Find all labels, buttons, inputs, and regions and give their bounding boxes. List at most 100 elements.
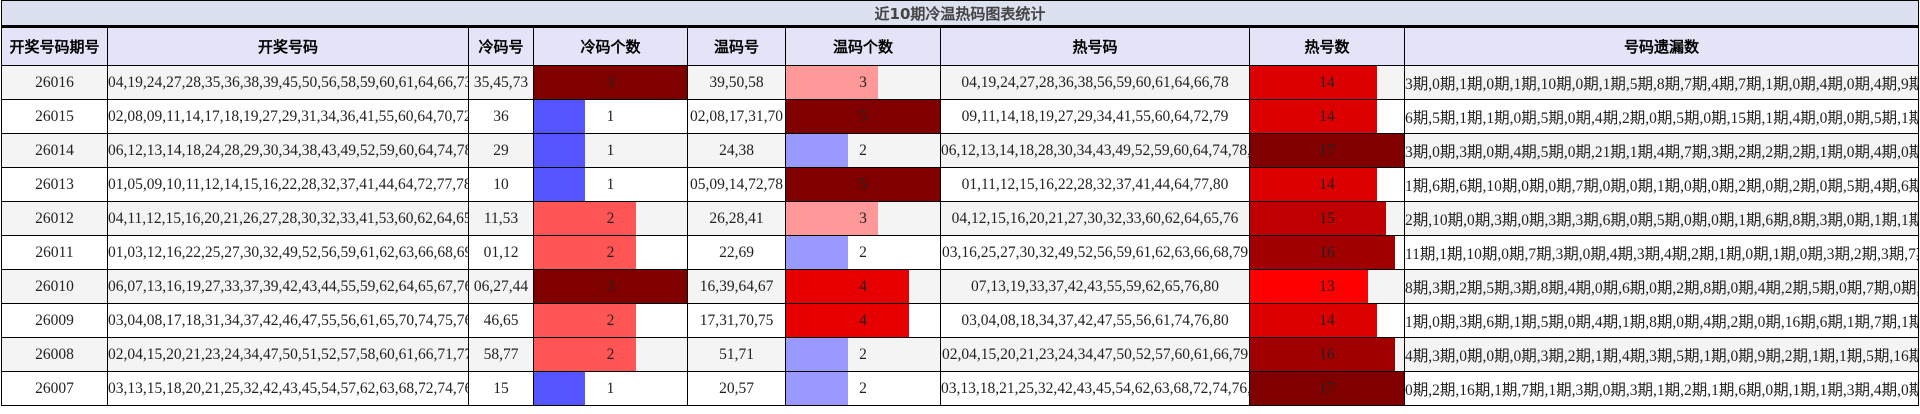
table-row: 26009 03,04,08,17,18,31,34,37,42,46,47,55… (1, 303, 1919, 338)
hot-numbers-cell: 04,12,15,16,20,21,27,30,32,33,60,62,64,6… (940, 201, 1250, 236)
numbers-cell: 01,03,12,16,22,25,27,30,32,49,52,56,59,6… (107, 235, 469, 270)
cold-count-value: 2 (606, 345, 615, 363)
warm-count-value: 4 (859, 277, 867, 295)
warm-count-bar (786, 100, 940, 133)
header-cold: 冷码号 (468, 26, 534, 66)
hot-count-bar (1250, 270, 1368, 303)
hot-numbers-cell: 02,04,15,20,21,23,24,34,47,50,52,57,60,6… (940, 337, 1250, 372)
warm-count-bar (786, 66, 879, 99)
cold-count: 1 (533, 133, 688, 168)
header-period: 开奖号码期号 (1, 26, 108, 66)
omission-cell: 1期,0期,3期,6期,1期,5期,0期,4期,1期,8期,0期,4期,2期,0… (1404, 303, 1919, 338)
cold-count: 1 (533, 167, 688, 202)
hot-count-value: 16 (1319, 345, 1335, 363)
cold-count-bar (534, 236, 636, 269)
numbers-cell: 03,04,08,17,18,31,34,37,42,46,47,55,56,6… (107, 303, 469, 338)
cold-numbers-cell: 01,12 (468, 235, 534, 270)
hot-count: 14 (1249, 65, 1405, 100)
hot-numbers-cell: 04,19,24,27,28,36,38,56,59,60,61,64,66,7… (940, 65, 1250, 100)
warm-numbers-cell: 39,50,58 (687, 65, 786, 100)
warm-numbers-cell: 02,08,17,31,70 (687, 99, 786, 134)
table-row: 26011 01,03,12,16,22,25,27,30,32,49,52,56… (1, 235, 1919, 270)
cold-count-bar (534, 134, 585, 167)
warm-numbers-cell: 20,57 (687, 371, 786, 406)
omission-cell: 6期,5期,1期,1期,0期,5期,0期,4期,2期,0期,5期,0期,15期,… (1404, 99, 1919, 134)
warm-count-value: 4 (859, 311, 867, 329)
period-cell: 26011 (1, 235, 108, 270)
numbers-cell: 02,04,15,20,21,23,24,34,47,50,51,52,57,5… (107, 337, 469, 372)
period-cell: 26014 (1, 133, 108, 168)
hot-numbers-cell: 03,16,25,27,30,32,49,52,56,59,61,62,63,6… (940, 235, 1250, 270)
numbers-cell: 06,12,13,14,18,24,28,29,30,34,38,43,49,5… (107, 133, 469, 168)
cold-count: 2 (533, 201, 688, 236)
table-row: 26014 06,12,13,14,18,24,28,29,30,34,38,43… (1, 133, 1919, 168)
warm-count-bar (786, 134, 848, 167)
hot-numbers-cell: 06,12,13,14,18,28,30,34,43,49,52,59,60,6… (940, 133, 1250, 168)
warm-count-value: 2 (859, 345, 867, 363)
hot-count-bar (1250, 66, 1377, 99)
warm-count-bar (786, 372, 848, 405)
hot-count-value: 14 (1319, 107, 1335, 125)
warm-count-bar (786, 202, 879, 235)
cold-count-bar (534, 100, 585, 133)
warm-numbers-cell: 17,31,70,75 (687, 303, 786, 338)
warm-count: 4 (785, 269, 941, 304)
hot-count-value: 13 (1319, 277, 1335, 295)
cold-numbers-cell: 29 (468, 133, 534, 168)
table-row: 26016 04,19,24,27,28,35,36,38,39,45,50,56… (1, 65, 1919, 100)
numbers-cell: 01,05,09,10,11,12,14,15,16,22,28,32,37,4… (107, 167, 469, 202)
hot-count-value: 15 (1319, 209, 1335, 227)
period-cell: 26016 (1, 65, 108, 100)
cold-count-value: 1 (606, 379, 615, 397)
warm-numbers-cell: 05,09,14,72,78 (687, 167, 786, 202)
cold-count-bar (534, 270, 687, 303)
hot-count-value: 14 (1319, 311, 1335, 329)
header-hot: 热号码 (940, 26, 1250, 66)
cold-count-bar (534, 338, 636, 371)
cold-count-bar (534, 66, 687, 99)
warm-count-value: 5 (859, 175, 867, 193)
omission-cell: 1期,6期,6期,10期,0期,0期,7期,0期,0期,1期,0期,0期,2期,… (1404, 167, 1919, 202)
table-row: 26012 04,11,12,15,16,20,21,26,27,28,30,32… (1, 201, 1919, 236)
numbers-cell: 04,11,12,15,16,20,21,26,27,28,30,32,33,4… (107, 201, 469, 236)
warm-count-bar (786, 338, 848, 371)
warm-count: 4 (785, 303, 941, 338)
cold-numbers-cell: 06,27,44 (468, 269, 534, 304)
cold-count-value: 1 (606, 175, 615, 193)
numbers-cell: 03,13,15,18,20,21,25,32,42,43,45,54,57,6… (107, 371, 469, 406)
numbers-cell: 06,07,13,16,19,27,33,37,39,42,43,44,55,5… (107, 269, 469, 304)
warm-numbers-cell: 51,71 (687, 337, 786, 372)
hot-count-value: 14 (1319, 175, 1335, 193)
cold-count-bar (534, 202, 636, 235)
hot-count-bar (1250, 372, 1404, 405)
warm-count: 2 (785, 371, 941, 406)
header-numbers: 开奖号码 (107, 26, 469, 66)
omission-cell: 2期,10期,0期,3期,0期,3期,3期,6期,0期,5期,0期,0期,1期,… (1404, 201, 1919, 236)
table-row: 26007 03,13,15,18,20,21,25,32,42,43,45,54… (1, 371, 1919, 406)
cold-count-value: 3 (606, 73, 615, 91)
hot-count: 14 (1249, 167, 1405, 202)
period-cell: 26008 (1, 337, 108, 372)
header-omission: 号码遗漏数 (1404, 26, 1919, 66)
hot-count-bar (1250, 304, 1377, 337)
table-row: 26010 06,07,13,16,19,27,33,37,39,42,43,44… (1, 269, 1919, 304)
warm-count: 3 (785, 65, 941, 100)
warm-count-bar (786, 236, 848, 269)
hot-count: 15 (1249, 201, 1405, 236)
period-cell: 26009 (1, 303, 108, 338)
cold-numbers-cell: 36 (468, 99, 534, 134)
warm-count: 2 (785, 133, 941, 168)
hot-numbers-cell: 01,11,12,15,16,22,28,32,37,41,44,64,77,8… (940, 167, 1250, 202)
warm-count: 5 (785, 99, 941, 134)
hot-count-value: 17 (1319, 141, 1335, 159)
hot-count-bar (1250, 338, 1395, 371)
warm-numbers-cell: 26,28,41 (687, 201, 786, 236)
hot-count-bar (1250, 134, 1404, 167)
cold-count: 2 (533, 303, 688, 338)
warm-count: 2 (785, 337, 941, 372)
warm-count-value: 2 (859, 141, 867, 159)
hot-count: 14 (1249, 303, 1405, 338)
warm-count-value: 2 (859, 379, 867, 397)
cold-numbers-cell: 11,53 (468, 201, 534, 236)
warm-numbers-cell: 24,38 (687, 133, 786, 168)
